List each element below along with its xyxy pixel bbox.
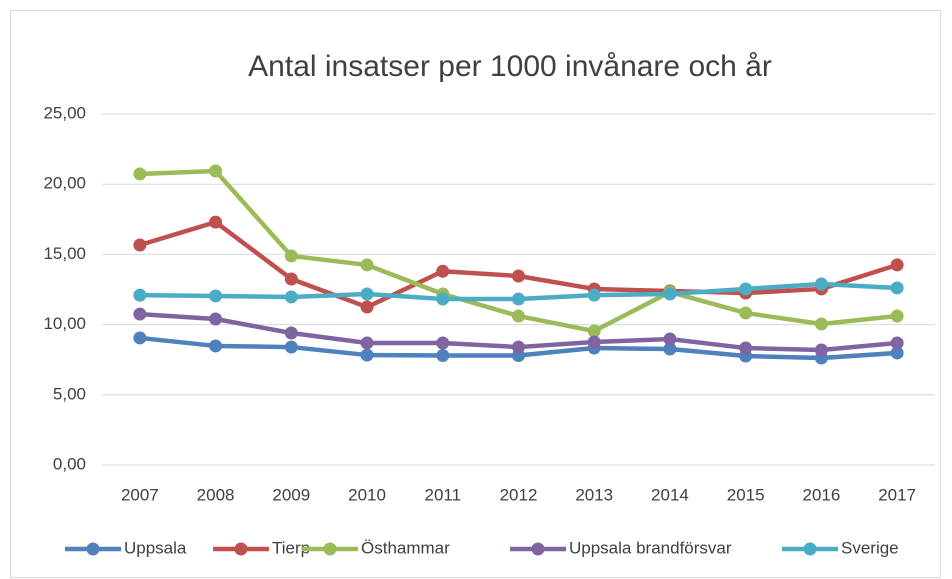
- x-tick-label: 2011: [424, 485, 461, 504]
- point: [209, 289, 223, 303]
- y-tick-label: 0,00: [53, 454, 86, 473]
- point: [890, 258, 904, 272]
- point: [512, 309, 525, 323]
- legend-label: Uppsala brandförsvar: [569, 538, 732, 557]
- point: [284, 340, 298, 354]
- point: [814, 277, 828, 291]
- point: [436, 336, 450, 350]
- point: [284, 272, 298, 286]
- legend-marker: [234, 542, 248, 556]
- point: [587, 288, 601, 302]
- point: [360, 287, 374, 301]
- point: [663, 287, 677, 301]
- legend-marker: [803, 542, 817, 556]
- point: [663, 342, 677, 356]
- y-tick-label: 15,00: [43, 244, 86, 263]
- point: [890, 281, 904, 295]
- point: [209, 339, 223, 353]
- chart-title: Antal insatser per 1000 invånare och år: [248, 50, 772, 83]
- legend-marker: [531, 542, 545, 556]
- x-tick-label: 2010: [348, 485, 386, 504]
- x-tick-label: 2013: [575, 485, 613, 504]
- y-tick-label: 25,00: [43, 103, 86, 122]
- point: [890, 336, 904, 350]
- x-tick-label: 2008: [197, 485, 235, 504]
- point: [436, 264, 450, 278]
- point: [284, 249, 298, 263]
- y-tick-label: 20,00: [43, 174, 86, 193]
- point: [284, 290, 298, 304]
- legend-label: Uppsala: [124, 538, 187, 557]
- point: [209, 164, 223, 178]
- point: [209, 312, 223, 326]
- x-tick-label: 2016: [802, 485, 840, 504]
- legend-label: Östhammar: [361, 538, 450, 557]
- point: [133, 307, 147, 321]
- point: [436, 348, 450, 362]
- point: [739, 341, 753, 355]
- x-tick-label: 2009: [272, 485, 310, 504]
- point: [663, 332, 677, 346]
- point: [890, 309, 904, 323]
- legend-marker: [323, 542, 337, 556]
- point: [436, 292, 450, 306]
- x-tick-label: 2014: [651, 485, 689, 504]
- legend-marker: [86, 542, 100, 556]
- y-tick-label: 10,00: [43, 314, 86, 333]
- point: [360, 258, 374, 272]
- point: [209, 215, 223, 229]
- x-tick-label: 2017: [878, 485, 916, 504]
- point: [360, 300, 374, 314]
- point: [587, 324, 601, 338]
- y-tick-label: 5,00: [53, 384, 86, 403]
- point: [512, 340, 525, 354]
- x-tick-label: 2015: [727, 485, 765, 504]
- point: [133, 238, 147, 252]
- point: [890, 346, 904, 360]
- point: [133, 331, 147, 345]
- point: [814, 317, 828, 331]
- x-tick-label: 2012: [500, 485, 538, 504]
- point: [512, 292, 525, 306]
- point: [133, 167, 147, 181]
- point: [360, 348, 374, 362]
- x-tick-label: 2007: [121, 485, 159, 504]
- point: [512, 269, 525, 283]
- point: [284, 326, 298, 340]
- point: [587, 335, 601, 349]
- legend-label: Sverige: [841, 538, 899, 557]
- point: [739, 306, 753, 320]
- point: [133, 288, 147, 302]
- legend-label: Tierp: [272, 538, 310, 557]
- point: [739, 282, 753, 296]
- point: [814, 343, 828, 357]
- point: [360, 336, 374, 350]
